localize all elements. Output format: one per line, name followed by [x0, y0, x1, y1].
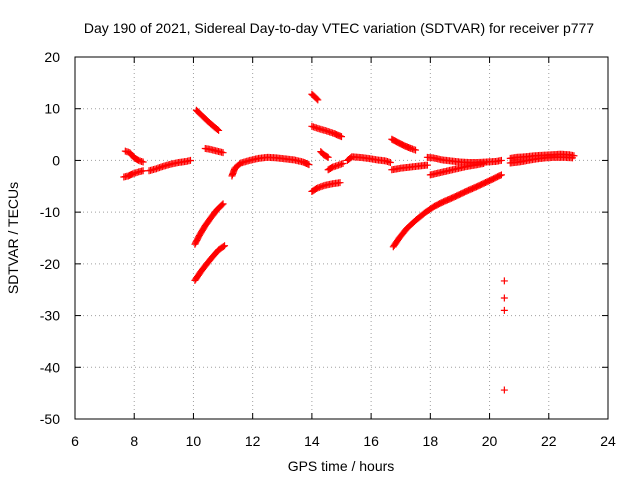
series-arc-11 — [317, 148, 332, 161]
x-tick-label: 22 — [541, 433, 557, 449]
data-point — [219, 243, 227, 251]
data-point — [214, 126, 222, 134]
x-tick-label: 14 — [304, 433, 320, 449]
data-point — [497, 171, 505, 179]
y-tick-label: -20 — [40, 256, 60, 272]
series-arc-04 — [192, 106, 223, 134]
y-tick-label: 10 — [44, 101, 60, 117]
data-point — [139, 167, 147, 175]
series-arc-06 — [191, 200, 227, 248]
series-arc-19 — [389, 171, 505, 251]
series-arc-07 — [191, 242, 229, 284]
data-point — [323, 153, 331, 161]
data-point — [412, 146, 420, 154]
data-point — [305, 161, 313, 169]
x-tick-label: 12 — [245, 433, 261, 449]
data-point — [339, 160, 347, 168]
data-point — [500, 277, 508, 285]
y-tick-label: -50 — [40, 411, 60, 427]
chart-title: Day 190 of 2021, Sidereal Day-to-day VTE… — [84, 20, 594, 36]
x-tick-label: 6 — [71, 433, 79, 449]
data-point — [219, 149, 227, 157]
data-marks — [120, 90, 578, 394]
data-point — [497, 156, 505, 164]
data-point — [423, 161, 431, 169]
x-axis-label: GPS time / hours — [288, 458, 395, 474]
data-point — [314, 96, 322, 104]
y-tick-label: 20 — [44, 49, 60, 65]
y-tick-label: 0 — [52, 152, 60, 168]
series-arc-08 — [228, 153, 313, 180]
data-point — [218, 201, 226, 209]
series-arc-13 — [308, 179, 344, 195]
data-point — [215, 126, 223, 134]
series-arc-18 — [426, 160, 488, 179]
x-tick-label: 10 — [186, 433, 202, 449]
y-tick-label: -40 — [40, 359, 60, 375]
data-point — [338, 133, 345, 141]
series-arc-02 — [120, 167, 147, 181]
data-point — [219, 200, 227, 208]
series-arc-01 — [121, 147, 147, 166]
y-axis-label: SDTVAR / TECUs — [5, 182, 21, 294]
data-point — [568, 154, 576, 162]
series-arc-10 — [308, 122, 345, 141]
series-outliers — [500, 277, 508, 394]
data-point — [221, 242, 229, 250]
x-tick-label: 18 — [423, 433, 439, 449]
data-point — [386, 158, 394, 166]
series-arc-09 — [308, 90, 322, 104]
x-tick-label: 24 — [600, 433, 616, 449]
y-tick-label: -30 — [40, 308, 60, 324]
x-tick-label: 20 — [482, 433, 498, 449]
data-point — [336, 179, 344, 187]
series-arc-14 — [343, 153, 394, 166]
data-point — [496, 172, 504, 180]
y-tick-label: -10 — [40, 204, 60, 220]
series-arc-12 — [324, 160, 347, 174]
data-point — [500, 294, 508, 302]
axis-ticks: 6 8 10 12 14 16 18 20 22 24 20 10 0 -10 -20 -30 -40 -50 — [40, 49, 616, 449]
data-point — [186, 156, 194, 164]
data-point — [480, 160, 488, 168]
data-point — [324, 153, 332, 161]
data-point — [139, 158, 147, 166]
series-arc-05 — [201, 145, 227, 157]
data-point — [313, 95, 321, 103]
data-point — [500, 306, 508, 314]
x-tick-label: 16 — [363, 433, 379, 449]
series-arc-15 — [388, 135, 420, 154]
series-arc-03 — [145, 156, 194, 175]
data-point — [500, 386, 508, 394]
series-arc-21 — [506, 153, 576, 167]
x-tick-label: 8 — [130, 433, 138, 449]
plot-frame — [74, 56, 609, 420]
series-arc-16 — [388, 161, 431, 174]
